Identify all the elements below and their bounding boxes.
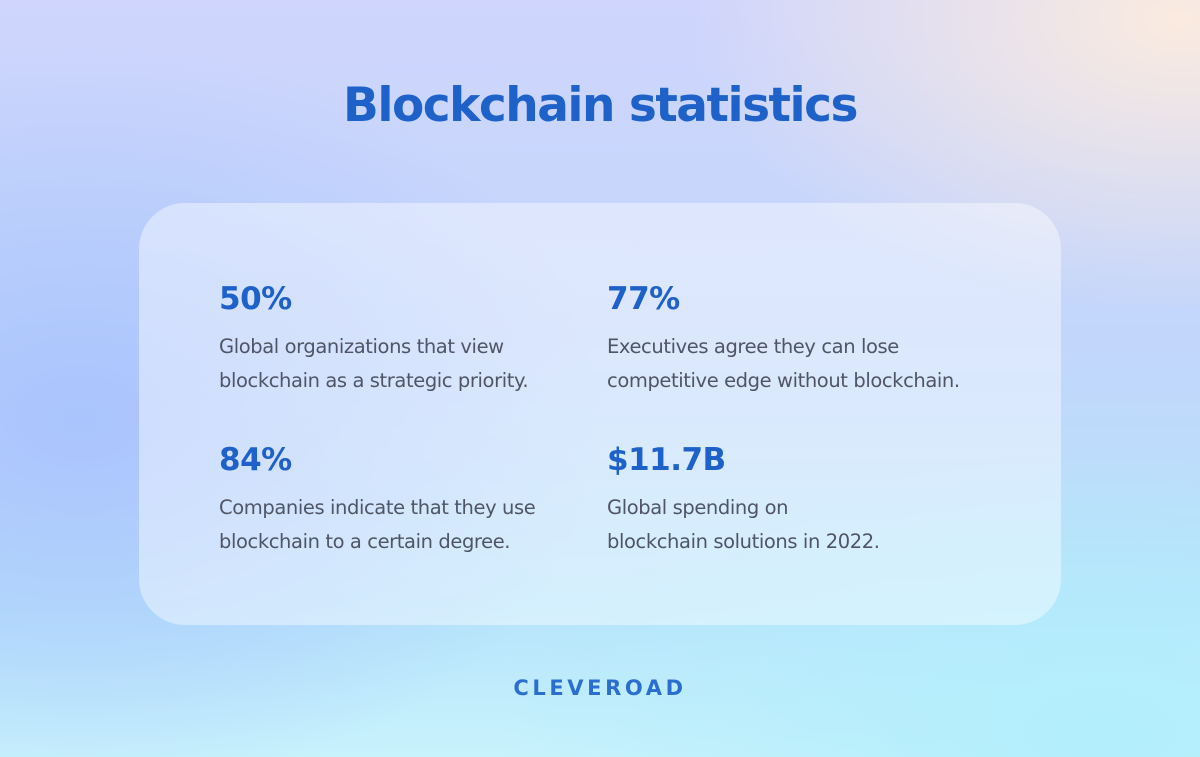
brand-logo: CLEVEROAD [513,676,687,700]
stat-value: 50% [219,281,292,317]
stat-item: 77% Executives agree they can lose compe… [607,281,987,398]
stat-value: 84% [219,442,292,478]
stat-item: 50% Global organizations that view block… [219,281,599,398]
page-title: Blockchain statistics [343,78,858,133]
stats-card: 50% Global organizations that view block… [139,203,1061,625]
stat-description: Global organizations that view blockchai… [219,335,529,392]
stat-description: Global spending on blockchain solutions … [607,496,880,553]
stat-description: Executives agree they can lose competiti… [607,335,960,392]
stat-value: 77% [607,281,680,317]
stat-item: 84% Companies indicate that they use blo… [219,442,599,559]
stat-item: $11.7B Global spending on blockchain sol… [607,442,987,559]
stat-description: Companies indicate that they use blockch… [219,496,536,553]
stat-value: $11.7B [607,442,726,478]
